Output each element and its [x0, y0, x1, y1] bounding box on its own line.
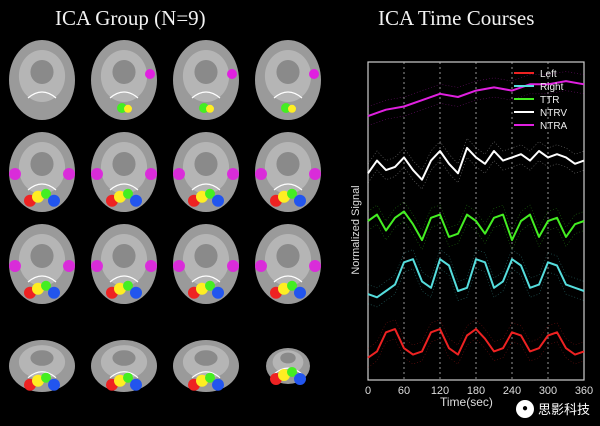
brain-slice	[173, 132, 239, 212]
brain-slice	[9, 132, 75, 212]
series-envelope-upper	[367, 71, 585, 107]
x-axis-label: Time(sec)	[440, 395, 493, 409]
series-envelope-lower	[367, 268, 585, 308]
brain-slice	[9, 224, 75, 304]
series-line-ntra	[367, 80, 585, 118]
right-panel-title: ICA Time Courses	[378, 6, 535, 30]
legend-label: NTRA	[540, 121, 568, 132]
series-line-left	[367, 328, 585, 359]
x-tick-label: 60	[398, 385, 410, 397]
legend-label: Right	[540, 82, 564, 93]
series-line-right	[367, 258, 585, 299]
brain-slice	[173, 40, 239, 120]
brain-slice	[91, 132, 157, 212]
x-tick-label: 240	[503, 385, 521, 397]
brain-slice-grid	[9, 40, 321, 392]
brain-slice	[91, 40, 157, 120]
brain-slice	[9, 340, 75, 392]
watermark: ● 思影科技	[515, 399, 590, 418]
series-envelope-lower	[367, 90, 585, 126]
x-tick-label: 360	[575, 385, 593, 397]
brain-slice	[255, 224, 321, 304]
brain-slice	[266, 348, 310, 385]
x-tick-label: 300	[539, 385, 557, 397]
brain-slice	[173, 224, 239, 304]
legend-label: NTRV	[540, 108, 567, 119]
brain-slice	[91, 224, 157, 304]
series-envelope-lower	[367, 220, 585, 251]
brain-slice	[255, 132, 321, 212]
y-axis-label: Normalized Signal	[350, 185, 362, 275]
legend-label: Left	[540, 69, 557, 80]
x-tick-label: 0	[365, 385, 371, 397]
left-panel-title: ICA Group (N=9)	[55, 6, 206, 30]
series-envelope-lower	[367, 156, 585, 190]
series-envelope-upper	[367, 249, 585, 289]
brain-slice	[91, 340, 157, 392]
legend-label: TTR	[540, 95, 559, 106]
x-tick-label: 120	[431, 385, 449, 397]
wechat-icon: ●	[515, 399, 534, 418]
series-envelope-upper	[367, 137, 585, 171]
brain-slice	[9, 40, 75, 120]
series-envelope-upper	[367, 201, 585, 232]
series-line-ttr	[367, 210, 585, 242]
brain-slice	[255, 40, 321, 120]
brain-slice	[173, 340, 239, 392]
x-tick-label: 180	[467, 385, 485, 397]
watermark-text: 思影科技	[537, 402, 590, 417]
series-line-ntrv	[367, 146, 585, 181]
